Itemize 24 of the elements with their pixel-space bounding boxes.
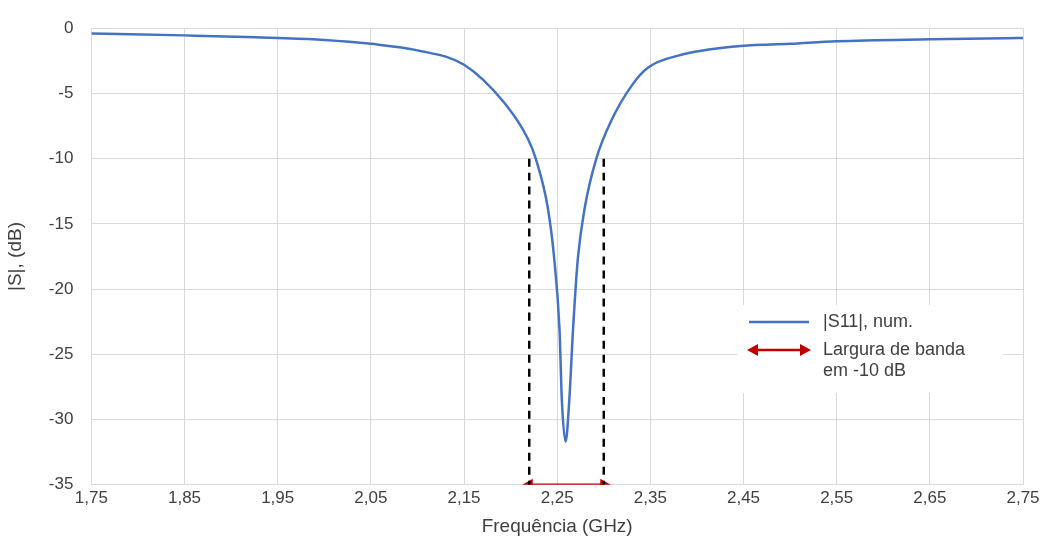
y-tick-label: -5: [58, 83, 74, 103]
y-tick-label: -20: [48, 278, 74, 298]
x-tick-label: 2,35: [633, 487, 667, 507]
legend-label: |S11|, num.: [823, 311, 915, 332]
x-tick-label: 2,05: [354, 487, 388, 507]
y-tick-label: -10: [48, 148, 74, 168]
y-tick-label: -15: [48, 213, 74, 233]
x-tick-label: 1,85: [167, 487, 202, 507]
x-tick-label: 2,25: [540, 487, 574, 507]
x-tick-label: 2,75: [1006, 487, 1040, 507]
x-tick-label: 2,65: [913, 487, 947, 507]
y-tick-label: -25: [48, 344, 74, 364]
x-tick-label: 2,55: [820, 487, 854, 507]
x-axis-title: Frequência (GHz): [481, 514, 633, 536]
legend-label: Largura de banda em -10 dB: [823, 339, 967, 381]
y-axis-title: |S|, (dB): [3, 222, 25, 291]
y-tick-label: -30: [48, 409, 74, 429]
y-tick-label: 0: [63, 17, 74, 37]
x-tick-label: 2,15: [447, 487, 481, 507]
x-tick-label: 1,95: [261, 487, 295, 507]
x-tick-label: 1,75: [74, 487, 108, 507]
line-series: [91, 32, 1023, 443]
x-tick-label: 2,45: [726, 487, 761, 507]
y-tick-label: -35: [48, 474, 74, 494]
